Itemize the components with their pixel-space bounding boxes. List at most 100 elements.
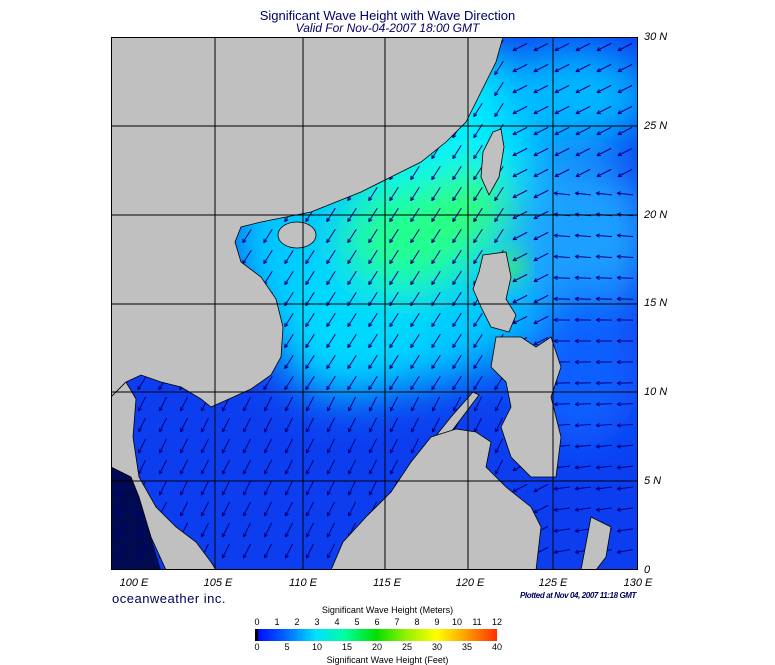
wave-direction-arrow [473, 186, 483, 202]
wave-direction-arrow [326, 459, 336, 475]
wave-direction-arrow [533, 273, 549, 283]
wave-direction-arrow [431, 228, 441, 244]
wave-direction-arrow [533, 483, 549, 493]
land-asia-mainland [111, 37, 504, 408]
chart-title: Significant Wave Height with Wave Direct… [259, 8, 516, 23]
wave-direction-arrow [431, 396, 441, 412]
wave-direction-arrow [116, 522, 126, 538]
wave-direction-arrow [137, 417, 147, 433]
wave-direction-arrow [574, 191, 592, 196]
wave-direction-arrow [553, 233, 571, 238]
wave-direction-arrow [595, 275, 613, 280]
wave-direction-arrow [221, 438, 231, 454]
andaman-sea [111, 467, 161, 570]
wave-direction-arrow [368, 186, 378, 202]
wave-direction-arrow [179, 459, 189, 475]
wave-direction-arrow [616, 444, 634, 449]
wave-direction-arrow [389, 312, 399, 328]
colorbar-meters-tick: 0 [254, 617, 260, 627]
wave-direction-arrow [575, 168, 591, 178]
wave-direction-arrow [533, 315, 549, 325]
wave-direction-arrow [410, 270, 420, 286]
colorbar-feet-tick: 10 [311, 642, 323, 652]
wave-direction-arrow [596, 105, 612, 115]
wave-direction-arrow [533, 147, 549, 157]
wave-direction-arrow [326, 417, 336, 433]
wave-direction-arrow [326, 333, 336, 349]
colorbar-feet-tick: 15 [341, 642, 353, 652]
wave-direction-arrow [616, 275, 634, 280]
wave-direction-arrow [137, 396, 147, 412]
wave-direction-arrow [368, 228, 378, 244]
wave-direction-arrow [284, 417, 294, 433]
wave-direction-arrow [554, 63, 570, 73]
wave-direction-arrow [452, 375, 462, 391]
wave-direction-arrow [595, 254, 613, 259]
wave-direction-arrow [533, 189, 549, 199]
wave-direction-arrow [553, 296, 571, 302]
wave-direction-arrow [431, 186, 441, 202]
wave-direction-arrow [452, 354, 462, 370]
wave-direction-arrow [242, 522, 252, 538]
wave-direction-arrow [305, 312, 315, 328]
wave-direction-arrow [473, 312, 483, 328]
wave-direction-arrow [452, 312, 462, 328]
colorbar-meters-label: Significant Wave Height (Meters) [321, 605, 454, 615]
wave-direction-arrow [158, 459, 168, 475]
wave-direction-arrow [553, 507, 570, 512]
wave-direction-arrow [596, 168, 612, 178]
wave-direction-arrow [473, 249, 483, 265]
wave-direction-arrow [389, 396, 399, 412]
wave-direction-arrow [595, 507, 612, 512]
wave-direction-arrow [617, 147, 633, 157]
wave-direction-arrow [368, 417, 378, 433]
wave-direction-arrow [116, 480, 126, 496]
wave-direction-arrow [263, 501, 273, 517]
wave-direction-arrow [326, 438, 336, 454]
lon-label: 110 E [289, 577, 317, 589]
wave-direction-arrow [368, 270, 378, 286]
wave-direction-arrow [137, 438, 147, 454]
wave-direction-arrow [347, 333, 357, 349]
wave-direction-arrow [200, 438, 210, 454]
wave-direction-arrow [494, 375, 504, 391]
wave-direction-arrow [221, 522, 231, 538]
wave-direction-arrow [452, 165, 462, 181]
wave-direction-arrow [179, 438, 189, 454]
wave-direction-arrow [242, 480, 252, 496]
wave-direction-arrow [512, 42, 528, 52]
wave-direction-arrow [263, 417, 273, 433]
wave-direction-arrow [347, 396, 357, 412]
wave-direction-arrow [574, 423, 592, 428]
wave-direction-arrow [284, 354, 294, 370]
wave-direction-arrow [200, 501, 210, 517]
colorbar-feet-label: Significant Wave Height (Feet) [326, 655, 449, 665]
wave-direction-arrow [473, 354, 483, 370]
colorbar-feet-tick: 5 [284, 642, 290, 652]
wave-direction-arrow [263, 480, 273, 496]
wave-direction-arrow [305, 333, 315, 349]
lon-label: 115 E [373, 577, 401, 589]
wave-direction-arrow [494, 396, 504, 412]
wave-direction-arrow [347, 501, 357, 517]
wave-direction-arrow [368, 396, 378, 412]
wave-direction-arrow [575, 126, 591, 136]
wave-direction-arrow [616, 465, 634, 470]
wave-direction-arrow [554, 84, 570, 94]
wave-direction-arrow [533, 504, 549, 514]
wave-direction-arrow [242, 228, 252, 244]
wave-direction-arrow [410, 438, 420, 454]
wave-direction-arrow [616, 233, 634, 238]
colorbar-meters-tick: 4 [334, 617, 340, 627]
wave-direction-arrow [305, 459, 315, 475]
wave-direction-arrow [389, 438, 399, 454]
wave-direction-arrow [347, 417, 357, 433]
wave-direction-arrow [575, 42, 591, 52]
wave-direction-arrow [137, 543, 147, 559]
wave-direction-arrow [473, 396, 483, 412]
wave-direction-arrow [494, 228, 504, 244]
wave-direction-arrow [326, 522, 336, 538]
lat-label: 15 N [644, 297, 668, 310]
wave-direction-arrow [158, 438, 168, 454]
wave-direction-arrow [200, 417, 210, 433]
